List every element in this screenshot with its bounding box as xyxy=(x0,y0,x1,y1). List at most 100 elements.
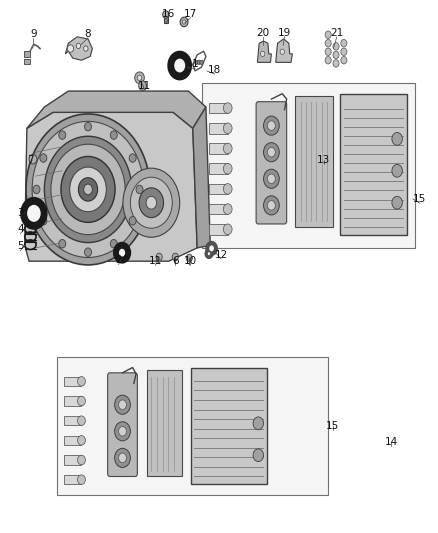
Bar xyxy=(209,123,228,134)
Bar xyxy=(201,83,416,248)
Bar xyxy=(209,183,228,194)
Circle shape xyxy=(182,20,186,24)
Circle shape xyxy=(264,143,279,162)
Circle shape xyxy=(114,243,131,263)
Text: 20: 20 xyxy=(256,28,269,38)
Circle shape xyxy=(32,122,144,257)
Circle shape xyxy=(206,241,217,255)
Circle shape xyxy=(70,167,106,212)
Text: 11: 11 xyxy=(138,81,152,91)
Circle shape xyxy=(78,416,85,425)
Circle shape xyxy=(40,154,47,163)
Circle shape xyxy=(341,48,347,55)
Circle shape xyxy=(84,46,88,51)
Bar xyxy=(57,357,328,495)
Circle shape xyxy=(325,39,331,47)
Circle shape xyxy=(162,11,169,18)
Polygon shape xyxy=(27,91,206,128)
FancyBboxPatch shape xyxy=(256,102,287,224)
Circle shape xyxy=(135,72,145,84)
Circle shape xyxy=(200,60,203,64)
Circle shape xyxy=(26,114,150,265)
Circle shape xyxy=(78,396,85,406)
Bar xyxy=(147,370,182,477)
Text: 2: 2 xyxy=(115,255,122,265)
Circle shape xyxy=(51,144,125,235)
Circle shape xyxy=(21,198,46,229)
Circle shape xyxy=(119,453,127,463)
Circle shape xyxy=(341,56,347,64)
Circle shape xyxy=(156,253,162,261)
Text: 16: 16 xyxy=(162,9,175,19)
Circle shape xyxy=(138,75,142,80)
Bar xyxy=(64,435,81,445)
Circle shape xyxy=(84,184,92,195)
Circle shape xyxy=(268,121,276,131)
Text: 19: 19 xyxy=(278,28,291,38)
Text: 14: 14 xyxy=(385,437,398,447)
Circle shape xyxy=(85,248,92,256)
Text: 18: 18 xyxy=(208,65,221,75)
Circle shape xyxy=(180,17,188,27)
Polygon shape xyxy=(65,37,92,60)
Text: 13: 13 xyxy=(317,155,330,165)
Circle shape xyxy=(33,185,40,193)
Circle shape xyxy=(280,49,285,54)
Circle shape xyxy=(261,51,265,56)
Circle shape xyxy=(223,164,232,174)
Circle shape xyxy=(110,131,117,139)
Circle shape xyxy=(392,196,403,209)
Circle shape xyxy=(264,116,279,135)
Circle shape xyxy=(85,123,92,131)
Circle shape xyxy=(223,103,232,114)
Bar xyxy=(295,96,332,227)
Text: 5: 5 xyxy=(17,241,24,251)
Circle shape xyxy=(268,200,276,210)
Bar xyxy=(64,475,81,484)
Text: 1: 1 xyxy=(192,60,198,69)
Circle shape xyxy=(223,204,232,214)
Circle shape xyxy=(341,39,347,47)
Circle shape xyxy=(110,239,117,248)
Circle shape xyxy=(325,56,331,64)
Text: 15: 15 xyxy=(326,421,339,431)
Text: 9: 9 xyxy=(30,29,37,39)
Circle shape xyxy=(325,31,331,38)
Text: 17: 17 xyxy=(184,9,197,19)
Circle shape xyxy=(119,426,127,436)
Circle shape xyxy=(67,45,74,52)
Circle shape xyxy=(129,154,136,163)
Bar xyxy=(209,103,228,114)
Text: 12: 12 xyxy=(215,250,228,260)
Circle shape xyxy=(268,148,276,157)
Circle shape xyxy=(168,52,191,79)
Text: 3: 3 xyxy=(17,208,24,219)
Circle shape xyxy=(172,253,178,261)
Circle shape xyxy=(131,177,172,228)
Bar xyxy=(24,59,29,64)
Circle shape xyxy=(207,252,211,256)
FancyBboxPatch shape xyxy=(108,373,138,477)
Circle shape xyxy=(146,196,156,209)
Polygon shape xyxy=(258,41,272,62)
Circle shape xyxy=(115,422,131,441)
Bar xyxy=(163,13,168,23)
Circle shape xyxy=(325,48,331,55)
Circle shape xyxy=(61,157,115,222)
Circle shape xyxy=(115,395,131,414)
Text: 11: 11 xyxy=(149,256,162,266)
Bar xyxy=(64,376,81,386)
Circle shape xyxy=(197,60,201,64)
Bar xyxy=(340,94,407,235)
Circle shape xyxy=(223,123,232,134)
Circle shape xyxy=(173,58,186,74)
Circle shape xyxy=(186,254,192,262)
Circle shape xyxy=(333,51,339,59)
Circle shape xyxy=(253,449,264,462)
Circle shape xyxy=(129,216,136,225)
Circle shape xyxy=(136,185,143,193)
Circle shape xyxy=(78,475,85,484)
Circle shape xyxy=(40,216,47,225)
Circle shape xyxy=(29,155,37,164)
Circle shape xyxy=(223,224,232,235)
